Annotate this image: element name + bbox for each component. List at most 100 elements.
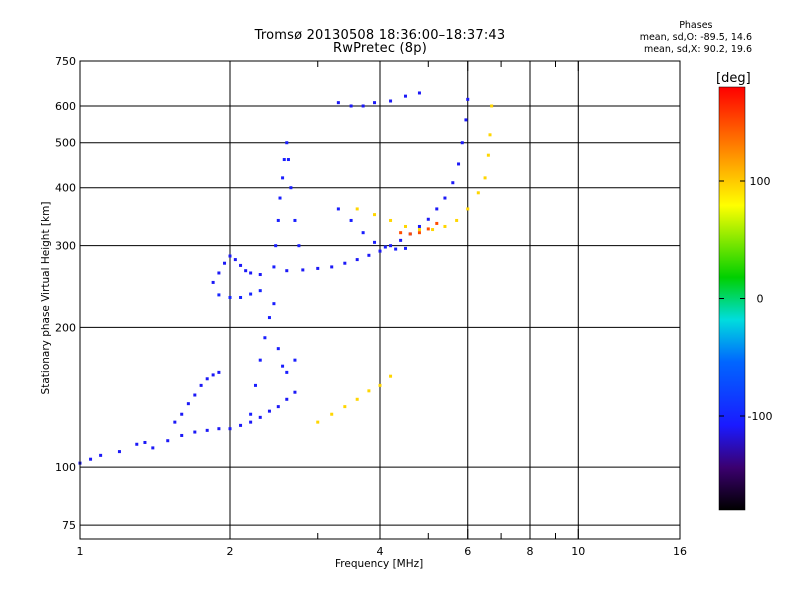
data-point: [330, 265, 334, 269]
x-axis-ticks: 1 2 4 6 8 10 16: [77, 61, 687, 558]
data-point: [289, 186, 293, 190]
x-tick-label: 8: [527, 545, 534, 558]
data-point: [281, 176, 285, 180]
data-point: [349, 104, 353, 108]
data-point: [199, 383, 203, 387]
data-point: [267, 316, 271, 320]
data-point: [285, 141, 289, 145]
data-point: [217, 427, 221, 431]
data-point: [211, 280, 215, 284]
chart-subtitle: RwPretec (8p): [333, 41, 427, 56]
grid-lines: [80, 60, 680, 539]
data-point: [373, 240, 377, 244]
data-point: [316, 266, 320, 270]
data-point: [399, 231, 403, 235]
data-point: [466, 207, 470, 211]
x-tick-label: 4: [377, 545, 384, 558]
x-tick-label: 6: [464, 545, 471, 558]
data-point: [267, 409, 271, 413]
data-point: [417, 91, 421, 95]
phases-o-mode: mean, sd,O: -89.5, 14.6: [639, 32, 752, 43]
data-point: [389, 218, 393, 222]
data-point: [367, 389, 371, 393]
data-point: [403, 246, 407, 250]
data-point: [276, 405, 280, 409]
data-point: [355, 397, 359, 401]
data-point: [394, 247, 398, 251]
data-point: [135, 442, 139, 446]
data-point: [233, 258, 237, 262]
data-point: [426, 227, 430, 231]
colorbar-tick-label: 0: [757, 293, 764, 306]
data-point: [476, 191, 480, 195]
data-point: [483, 176, 487, 180]
data-point: [378, 383, 382, 387]
data-point: [490, 104, 494, 108]
data-point: [349, 218, 353, 222]
data-point: [99, 453, 103, 457]
data-point: [180, 433, 184, 437]
y-tick-label: 600: [55, 100, 76, 113]
data-point: [239, 263, 243, 267]
data-point: [378, 249, 382, 253]
data-point: [417, 228, 421, 232]
data-point: [274, 244, 278, 248]
data-point: [276, 347, 280, 351]
data-point: [285, 397, 289, 401]
x-tick-label: 2: [227, 545, 234, 558]
data-point: [276, 218, 280, 222]
data-point: [466, 97, 470, 101]
data-point: [249, 292, 253, 296]
data-point: [457, 162, 461, 166]
data-point: [355, 258, 359, 262]
data-point: [455, 218, 459, 222]
data-point: [211, 373, 215, 377]
data-point: [431, 228, 435, 232]
data-point: [417, 231, 421, 235]
data-point: [285, 269, 289, 273]
phases-heading: Phases: [679, 20, 713, 31]
data-point: [239, 423, 243, 427]
data-point: [293, 358, 297, 362]
data-point: [293, 218, 297, 222]
data-point: [272, 265, 276, 269]
data-point: [228, 295, 232, 299]
phases-summary: Phases mean, sd,O: -89.5, 14.6 mean, sd,…: [640, 20, 752, 56]
data-point: [460, 141, 464, 145]
data-point: [205, 428, 209, 432]
y-tick-label: 400: [55, 182, 76, 195]
data-point: [343, 405, 347, 409]
data-point: [228, 254, 232, 258]
data-point: [205, 377, 209, 381]
x-axis-label: Frequency [MHz]: [335, 558, 424, 570]
x-tick-label: 1: [77, 545, 84, 558]
data-point: [173, 420, 177, 424]
y-tick-label: 75: [62, 519, 76, 532]
data-point: [464, 118, 468, 122]
data-point: [297, 244, 301, 248]
data-point: [217, 293, 221, 297]
data-point: [217, 271, 221, 275]
colorbar-ticks: 100 0 -100: [719, 175, 772, 423]
data-point: [367, 253, 371, 257]
data-point: [228, 427, 232, 431]
data-point: [361, 231, 365, 235]
data-point: [151, 446, 155, 450]
data-point: [355, 207, 359, 211]
data-point: [180, 412, 184, 416]
data-point: [373, 213, 377, 217]
data-point: [403, 224, 407, 228]
data-point: [435, 221, 439, 225]
data-point: [281, 364, 285, 368]
data-point: [258, 415, 262, 419]
data-point: [193, 393, 197, 397]
data-point: [389, 99, 393, 103]
data-point: [408, 232, 412, 236]
data-point: [263, 336, 267, 340]
data-point: [186, 402, 190, 406]
data-point: [443, 196, 447, 200]
y-tick-label: 300: [55, 240, 76, 253]
data-point: [486, 153, 490, 157]
chart-title: Tromsø 20130508 18:36:00–18:37:43: [254, 28, 506, 43]
